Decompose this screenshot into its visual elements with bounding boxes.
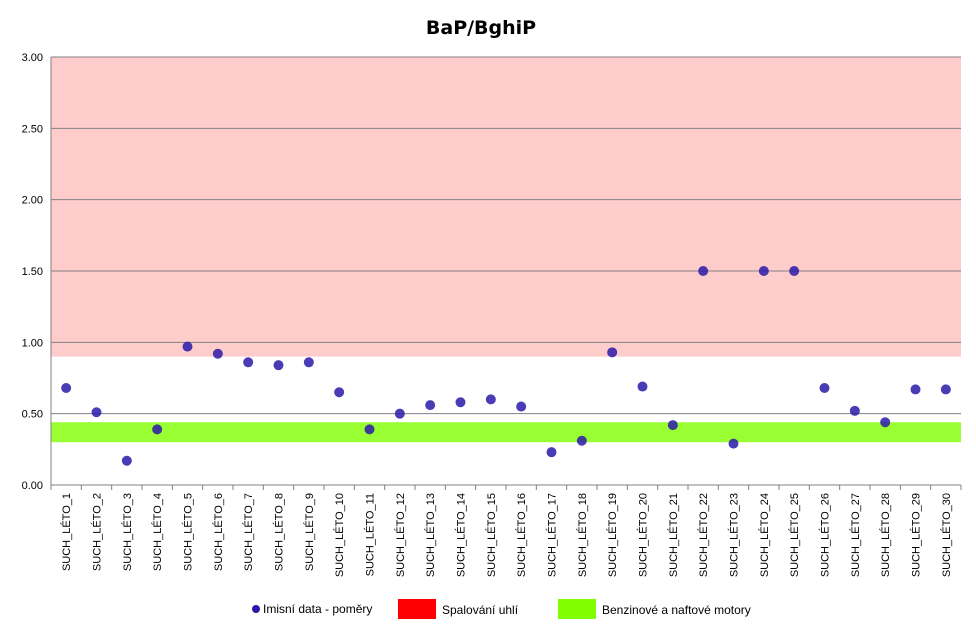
x-tick-label: SUCH_LÉTO_10 bbox=[333, 493, 346, 577]
data-point bbox=[303, 357, 314, 368]
x-tick-label: SUCH_LÉTO_28 bbox=[879, 493, 892, 577]
x-tick-label: SUCH_LÉTO_22 bbox=[697, 493, 710, 577]
data-point bbox=[758, 266, 769, 276]
y-tick-label: 1.50 bbox=[22, 266, 43, 278]
data-point bbox=[516, 401, 527, 412]
data-point bbox=[667, 420, 678, 431]
data-point bbox=[425, 400, 436, 411]
x-tick-label: SUCH_LÉTO_20 bbox=[637, 493, 650, 577]
chart-title: BaP/BghiP bbox=[426, 17, 536, 39]
band-2 bbox=[51, 422, 961, 443]
data-point bbox=[61, 382, 72, 393]
x-tick-label: SUCH_LÉTO_2 bbox=[91, 493, 104, 571]
x-tick-label: SUCH_LÉTO_5 bbox=[182, 493, 195, 571]
y-tick-label: 3.00 bbox=[22, 52, 43, 64]
x-tick-label: SUCH_LÉTO_11 bbox=[364, 493, 377, 576]
axes bbox=[50, 57, 962, 490]
data-point bbox=[364, 424, 375, 435]
legend-swatch-band-2 bbox=[558, 599, 596, 619]
x-tick-label: SUCH_LÉTO_7 bbox=[242, 493, 255, 571]
data-point bbox=[455, 397, 466, 408]
data-point bbox=[728, 438, 739, 449]
x-tick-label: SUCH_LÉTO_6 bbox=[212, 493, 225, 571]
data-point bbox=[273, 360, 284, 371]
data-point bbox=[789, 266, 800, 276]
data-point bbox=[334, 387, 345, 398]
data-point bbox=[576, 435, 587, 446]
data-point bbox=[182, 341, 193, 352]
data-point bbox=[637, 381, 648, 392]
y-tick-label: 1.00 bbox=[22, 337, 43, 349]
gridlines bbox=[51, 56, 961, 415]
data-point bbox=[819, 382, 830, 393]
data-point bbox=[910, 384, 921, 395]
x-tick-label: SUCH_LÉTO_13 bbox=[424, 493, 437, 577]
y-tick-label: 2.50 bbox=[22, 123, 43, 135]
x-tick-label: SUCH_LÉTO_1 bbox=[60, 493, 73, 571]
x-tick-label: SUCH_LÉTO_12 bbox=[394, 493, 407, 577]
y-tick-labels: 0.00 0.50 1.00 1.50 2.00 2.50 3.00 bbox=[22, 52, 43, 492]
x-tick-label: SUCH_LÉTO_21 bbox=[667, 493, 680, 577]
data-points bbox=[61, 266, 951, 466]
x-tick-label: SUCH_LÉTO_9 bbox=[303, 493, 316, 571]
data-point bbox=[152, 424, 163, 435]
data-point bbox=[546, 447, 557, 458]
x-tick-label: SUCH_LÉTO_25 bbox=[788, 493, 801, 577]
data-point bbox=[607, 347, 618, 358]
y-tick-label: 2.00 bbox=[22, 195, 43, 207]
x-tick-label: SUCH_LÉTO_17 bbox=[546, 493, 559, 577]
y-tick-label: 0.50 bbox=[22, 409, 43, 421]
legend: Imisní data - poměry Spalování uhlí Benzin… bbox=[252, 599, 751, 619]
data-point bbox=[849, 405, 860, 416]
x-tick-label: SUCH_LÉTO_19 bbox=[606, 493, 619, 577]
x-tick-label: SUCH_LÉTO_23 bbox=[728, 493, 741, 577]
data-point bbox=[940, 384, 951, 395]
legend-marker-series bbox=[252, 605, 260, 613]
legend-label-series: Imisní data - poměry bbox=[263, 602, 372, 616]
data-point bbox=[698, 266, 709, 276]
legend-swatch-band-1 bbox=[398, 599, 436, 619]
x-tick-label: SUCH_LÉTO_8 bbox=[273, 493, 286, 571]
x-tick-label: SUCH_LÉTO_14 bbox=[455, 493, 468, 577]
legend-label-band-1: Spalování uhlí bbox=[442, 603, 519, 617]
band-1 bbox=[51, 57, 961, 357]
x-tick-label: SUCH_LÉTO_30 bbox=[940, 493, 953, 577]
data-point bbox=[243, 357, 254, 368]
x-tick-label: SUCH_LÉTO_18 bbox=[576, 493, 589, 577]
x-tick-label: SUCH_LÉTO_4 bbox=[151, 493, 164, 571]
data-point bbox=[121, 455, 132, 466]
x-tick-label: SUCH_LÉTO_3 bbox=[121, 493, 134, 571]
data-point bbox=[394, 408, 405, 419]
x-tick-label: SUCH_LÉTO_15 bbox=[485, 493, 498, 577]
x-tick-label: SUCH_LÉTO_24 bbox=[758, 493, 771, 577]
data-point bbox=[91, 407, 102, 418]
x-tick-label: SUCH_LÉTO_27 bbox=[849, 493, 862, 577]
legend-label-band-2: Benzinové a naftové motory bbox=[602, 603, 751, 617]
x-tick-label: SUCH_LÉTO_16 bbox=[515, 493, 528, 577]
data-point bbox=[880, 417, 891, 428]
bands bbox=[51, 57, 961, 443]
data-point bbox=[212, 348, 223, 359]
x-tick-labels: SUCH_LÉTO_1 SUCH_LÉTO_2 SUCH_LÉTO_3 SUCH_LÉ… bbox=[60, 493, 953, 577]
x-tick-label: SUCH_LÉTO_26 bbox=[819, 493, 832, 577]
y-tick-label: 0.00 bbox=[22, 480, 43, 492]
data-point bbox=[485, 394, 496, 405]
x-tick-label: SUCH_LÉTO_29 bbox=[910, 493, 923, 577]
